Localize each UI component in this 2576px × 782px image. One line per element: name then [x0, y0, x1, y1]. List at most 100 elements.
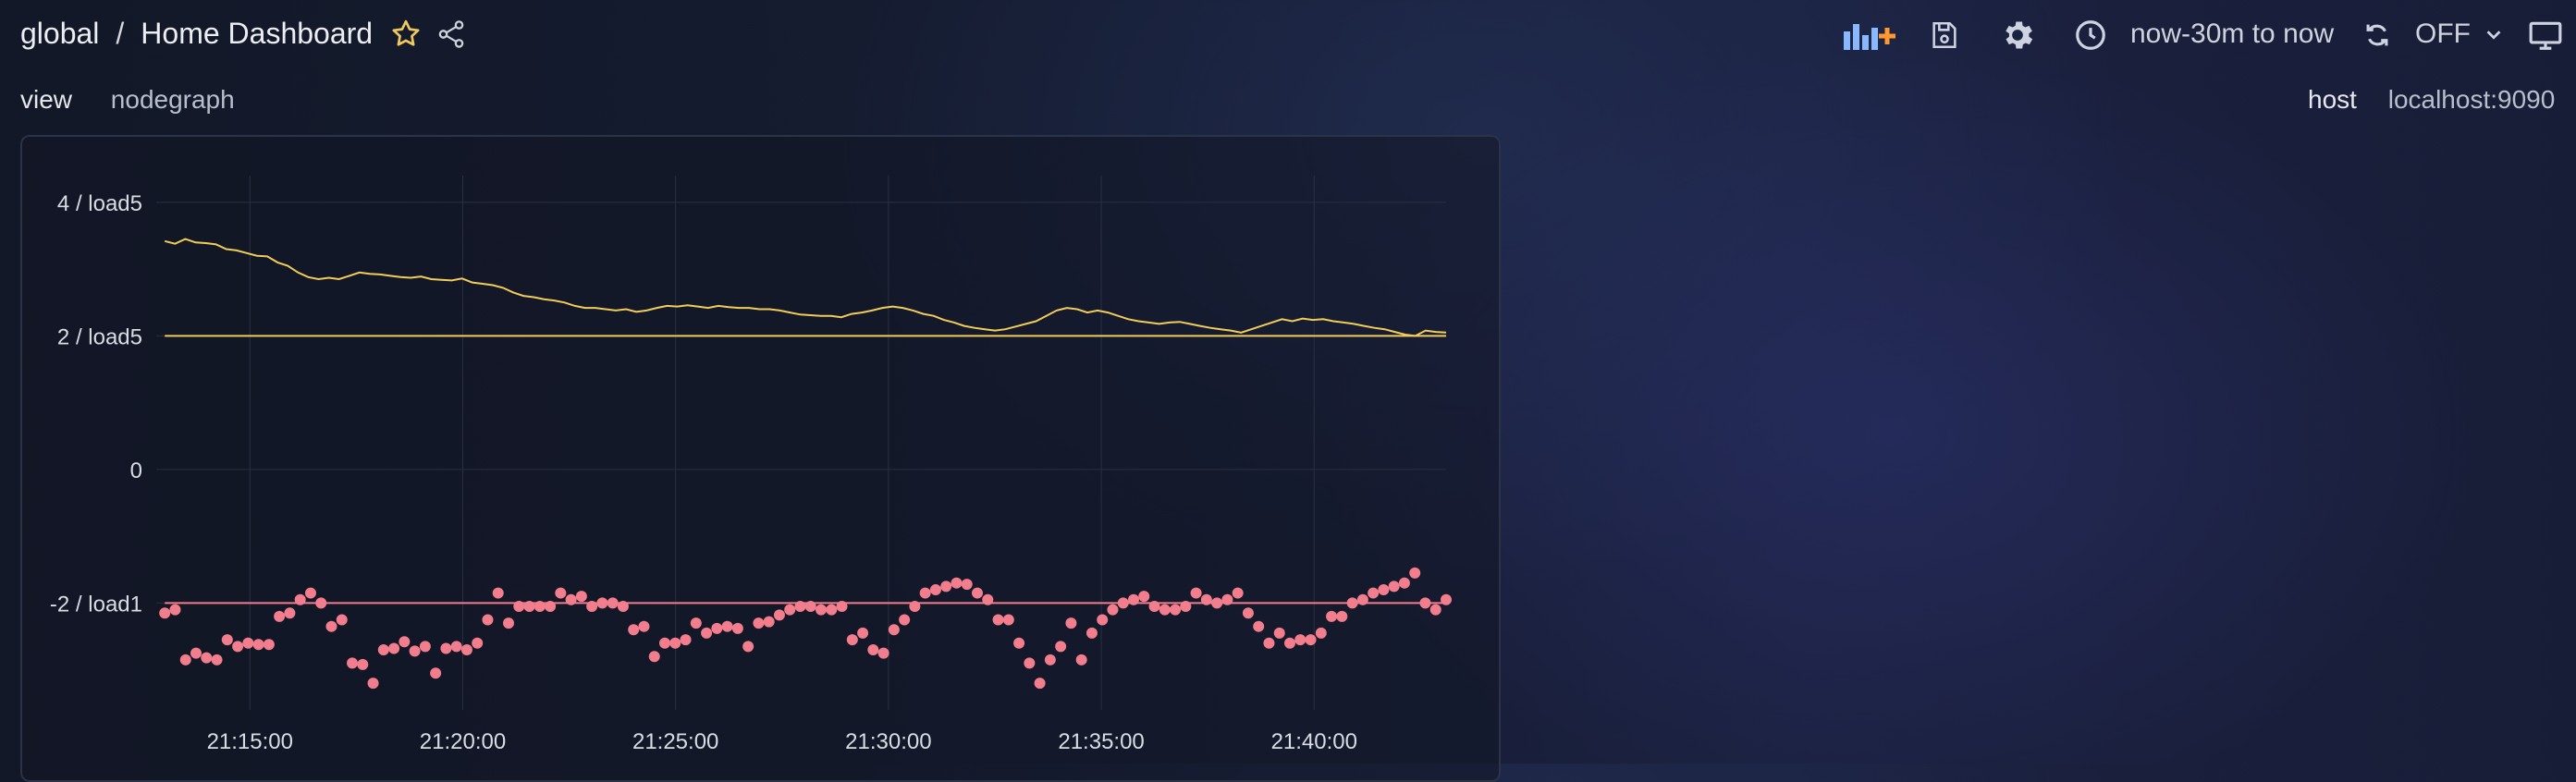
chevron-down-icon[interactable] — [2484, 20, 2504, 48]
load1-point — [628, 624, 640, 636]
x-tick-label: 21:20:00 — [420, 729, 506, 754]
gear-icon[interactable] — [1999, 17, 2036, 54]
tv-mode-icon[interactable] — [2528, 17, 2563, 54]
load1-point — [1356, 593, 1368, 605]
load1-point — [565, 593, 577, 605]
y-tick-label: -2 / load1 — [50, 592, 142, 617]
load1-point — [1346, 597, 1358, 609]
load1-point — [1159, 604, 1171, 616]
load1-point — [877, 647, 889, 659]
load1-point — [742, 641, 754, 653]
load1-point — [460, 643, 472, 655]
load1-point — [503, 617, 515, 629]
dashboard-title[interactable]: Home Dashboard — [141, 17, 374, 50]
load1-point — [274, 610, 286, 622]
load1-point — [1326, 610, 1338, 622]
load1-point — [909, 601, 921, 613]
load1-point — [201, 652, 213, 664]
x-axis: 21:15:00 21:20:00 21:25:00 21:30:00 21:35:00… — [207, 729, 1357, 754]
host-label: host — [2308, 85, 2357, 114]
x-tick-label: 21:25:00 — [632, 729, 718, 754]
load1-point — [315, 597, 327, 609]
clock-icon[interactable] — [2073, 17, 2108, 54]
x-tick-label: 21:40:00 — [1271, 729, 1357, 754]
breadcrumb-org[interactable]: global — [20, 17, 100, 50]
y-axis: 4 / load5 2 / load5 0 -2 / load1 — [50, 191, 142, 617]
load1-point — [596, 597, 608, 609]
refresh-interval[interactable]: OFF — [2415, 18, 2471, 49]
load1-point — [669, 637, 681, 649]
load1-point — [555, 587, 567, 599]
load1-point — [232, 641, 244, 653]
load1-point — [430, 667, 442, 679]
load1-point — [763, 616, 775, 628]
load1-point — [794, 601, 806, 613]
load1-point — [1170, 604, 1182, 616]
load1-point — [357, 658, 369, 670]
y-tick-label: 0 — [130, 458, 142, 483]
load1-point — [888, 624, 900, 636]
load1-point — [1024, 657, 1036, 669]
load1-point — [701, 627, 713, 639]
load1-point — [419, 641, 431, 653]
load1-point — [1263, 637, 1275, 649]
load1-point — [992, 614, 1004, 626]
save-icon[interactable] — [1929, 17, 1960, 54]
load1-point — [1315, 627, 1327, 639]
star-icon[interactable] — [389, 18, 423, 51]
load1-point — [336, 614, 348, 626]
load1-point — [492, 587, 504, 599]
load1-point — [399, 636, 411, 648]
load1-point — [440, 642, 452, 654]
load1-point — [1242, 607, 1254, 619]
load1-point — [263, 639, 275, 651]
load1-point — [159, 607, 171, 619]
load1-point — [1034, 678, 1046, 690]
load1-point — [347, 657, 359, 669]
load1-point — [575, 591, 587, 603]
load1-point — [846, 634, 858, 646]
load1-point — [1055, 641, 1067, 653]
load1-point — [711, 622, 723, 634]
add-panel-icon[interactable] — [1842, 17, 1897, 54]
nav-nodegraph[interactable]: nodegraph — [110, 85, 235, 114]
load1-point — [1378, 583, 1390, 595]
graph-panel[interactable]: 4 / load5 2 / load5 0 -2 / load1 21:15:00 21… — [20, 135, 1501, 782]
x-tick-label: 21:35:00 — [1058, 729, 1144, 754]
host-value[interactable]: localhost:9090 — [2387, 85, 2556, 114]
load1-point — [773, 609, 785, 621]
y-tick-label: 4 / load5 — [57, 191, 142, 216]
load1-point — [190, 647, 202, 659]
x-tick-label: 21:15:00 — [207, 729, 293, 754]
load1-point — [252, 639, 264, 651]
load1-point — [1284, 637, 1296, 649]
load1-point — [1148, 601, 1160, 613]
load1-point — [731, 622, 743, 634]
load1-point — [940, 580, 952, 593]
load1-point — [1441, 593, 1452, 605]
nav-view[interactable]: view — [20, 85, 73, 114]
chart-grid — [156, 176, 1446, 710]
load1-point — [919, 587, 931, 599]
load1-point — [648, 651, 660, 663]
refresh-icon[interactable] — [2361, 17, 2393, 54]
load1-point — [472, 637, 484, 649]
load1-point — [1409, 567, 1421, 579]
load1-point — [1232, 587, 1244, 599]
load1-point — [284, 607, 296, 619]
load1-point — [1273, 627, 1285, 639]
load1-point — [513, 601, 525, 613]
load1-point — [586, 601, 598, 613]
share-icon[interactable] — [435, 18, 467, 50]
load1-point — [929, 583, 941, 595]
load1-point — [242, 637, 254, 649]
load1-point — [867, 643, 879, 655]
load1-point — [617, 601, 629, 613]
time-range-picker[interactable]: now-30m to now — [2130, 18, 2335, 49]
load1-point — [1211, 597, 1223, 609]
load1-point — [1294, 634, 1306, 646]
load5-line — [164, 238, 1447, 337]
load1-point — [951, 577, 963, 589]
top-bar: global / Home Dashboard now-30m to now O… — [0, 0, 2576, 74]
